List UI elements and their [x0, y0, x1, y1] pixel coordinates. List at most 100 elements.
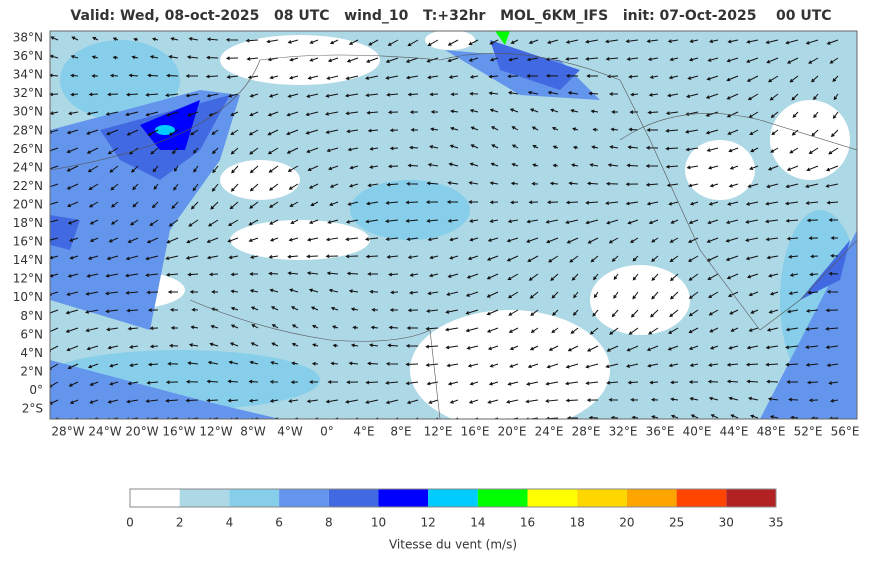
wind-arrow	[689, 397, 699, 401]
wind-arrow	[788, 291, 799, 296]
colorbar-swatch	[477, 489, 528, 507]
lon-label: 8°W	[240, 425, 266, 439]
wind-arrow	[545, 73, 559, 78]
wind-arrow	[131, 55, 139, 60]
wind-arrow	[830, 236, 839, 240]
lon-label: 36°E	[646, 425, 675, 439]
wind-arrow	[346, 380, 359, 385]
wind-arrow	[109, 363, 119, 368]
wind-arrow	[311, 324, 319, 329]
lon-label: 0°	[320, 425, 334, 439]
wind-arrow	[86, 111, 99, 116]
wind-arrow	[269, 237, 279, 242]
colorbar-frame	[129, 488, 777, 508]
wind-arrow	[308, 219, 319, 224]
wind-arrow	[405, 381, 419, 386]
wind-arrow	[805, 363, 819, 367]
wind-arrow	[630, 398, 639, 402]
wind-arrow	[730, 414, 739, 419]
wind-arrow	[267, 129, 279, 136]
map-frame	[49, 30, 858, 420]
wind-arrow	[427, 162, 439, 167]
wind-arrow	[645, 182, 659, 187]
wind-arrow	[669, 255, 679, 263]
wind-arrow	[165, 380, 179, 385]
wind-arrow	[525, 399, 539, 404]
wind-arrow	[548, 255, 559, 263]
wind-arrow	[85, 327, 99, 333]
wind-arrow	[486, 327, 499, 333]
wind-arrow	[367, 272, 379, 276]
wind-arrow	[527, 255, 539, 262]
lon-label: 40°E	[683, 425, 712, 439]
wind-arrow	[367, 128, 379, 133]
wind-arrow	[345, 111, 359, 116]
wind-arrow	[567, 345, 579, 352]
colorbar-tick: 10	[371, 516, 386, 530]
wind-arrow	[110, 219, 119, 225]
wind-arrow	[829, 57, 839, 64]
wind-arrow	[629, 110, 639, 114]
wind-arrow	[405, 219, 419, 223]
wind-arrow	[307, 237, 319, 242]
wind-arrow	[648, 327, 659, 335]
wind-arrow	[785, 345, 799, 350]
wind-arrow	[552, 145, 559, 149]
wind-arrow	[547, 90, 559, 95]
wind-arrow	[511, 126, 519, 131]
wind-arrow	[747, 93, 759, 101]
wind-arrow	[87, 363, 99, 369]
wind-arrow	[572, 309, 579, 316]
wind-arrow	[306, 254, 319, 259]
lon-label: 52°E	[794, 425, 823, 439]
wind-arrow	[668, 75, 679, 80]
wind-arrow	[688, 327, 699, 334]
wind-arrow	[611, 255, 619, 262]
wind-arrow	[151, 37, 159, 42]
wind-arrow	[766, 57, 779, 64]
wind-arrow	[67, 363, 79, 370]
wind-arrow	[767, 75, 779, 83]
wind-arrow	[66, 147, 79, 154]
wind-arrow	[785, 362, 799, 367]
wind-arrow	[667, 93, 679, 98]
wind-arrow	[129, 363, 139, 367]
wind-arrow	[790, 415, 799, 419]
wind-arrow	[125, 92, 139, 97]
wind-arrow	[369, 343, 379, 348]
wind-arrow	[488, 91, 499, 96]
wind-arrow	[125, 111, 139, 117]
lon-label: 4°E	[353, 425, 374, 439]
wind-arrow	[565, 219, 579, 225]
lat-label: 2°S	[22, 402, 43, 416]
wind-arrow	[168, 55, 179, 59]
wind-arrow	[826, 363, 839, 368]
wind-arrow	[288, 237, 299, 242]
wind-arrow	[466, 273, 479, 279]
wind-arrow	[489, 39, 499, 45]
wind-arrow	[231, 165, 239, 174]
wind-arrow	[50, 309, 59, 315]
wind-arrow	[628, 327, 639, 335]
wind-arrow	[288, 183, 299, 190]
wind-arrow	[149, 344, 159, 349]
wind-arrow	[487, 237, 499, 242]
wind-arrow	[609, 327, 619, 335]
wind-arrow	[828, 218, 839, 222]
wind-arrow	[190, 201, 199, 210]
wind-arrow	[367, 361, 379, 366]
wind-arrow	[646, 345, 659, 352]
colorbar-swatch	[527, 489, 578, 507]
wind-arrow	[145, 273, 159, 278]
wind-arrow	[268, 271, 279, 276]
colorbar-swatch	[328, 489, 379, 507]
wind-arrow	[332, 343, 339, 348]
wind-arrow	[469, 108, 479, 113]
wind-arrow	[209, 342, 219, 347]
wind-arrow	[65, 327, 79, 333]
wind-arrow	[286, 147, 299, 154]
wind-arrow	[87, 165, 99, 173]
wind-arrow	[808, 236, 819, 241]
wind-arrow	[447, 39, 459, 46]
wind-arrow	[429, 145, 439, 149]
